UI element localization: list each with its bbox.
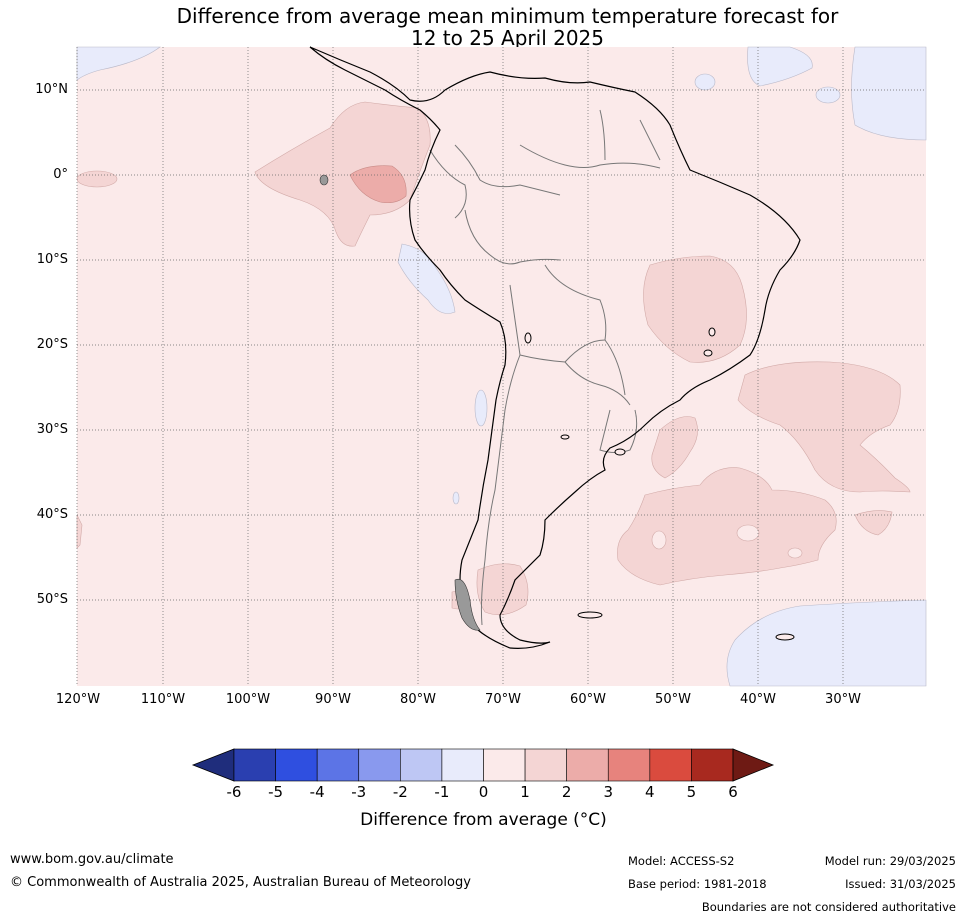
copyright-text: © Commonwealth of Australia 2025, Austra… — [10, 875, 471, 890]
colorbar-cell — [607, 748, 651, 782]
colorbar-tick-label: 3 — [603, 783, 614, 801]
lon-label: 90°W — [315, 692, 351, 707]
lon-label: 60°W — [570, 692, 606, 707]
lon-label: 110°W — [140, 692, 186, 707]
lon-label: 80°W — [400, 692, 436, 707]
colorbar-tick-label: -3 — [351, 783, 367, 801]
coastline — [309, 46, 801, 649]
graticule — [76, 47, 926, 686]
colorbar-cell — [316, 748, 360, 782]
map-title-line1: Difference from average mean minimum tem… — [176, 4, 839, 28]
colorbar-cell — [483, 748, 526, 782]
colorbar-tick-label: 0 — [478, 783, 489, 801]
lat-label: 10°S — [36, 252, 68, 267]
colorbar-tick-label: 6 — [728, 783, 738, 801]
lakes-islands — [524, 327, 795, 641]
colorbar-cell — [275, 748, 318, 782]
colorbar-tick-label: 1 — [520, 783, 530, 801]
country-borders — [429, 109, 661, 626]
model-text: Model: ACCESS-S2 — [628, 854, 735, 868]
colorbar-tick-label: 2 — [561, 783, 572, 801]
warm-anomaly-areas — [76, 101, 911, 616]
lat-label: 20°S — [36, 337, 68, 352]
colorbar-cell — [524, 748, 567, 782]
neutral-holes — [651, 524, 803, 559]
colorbar-tick-label: -6 — [226, 783, 242, 801]
colorbar-tick-label: 5 — [686, 783, 697, 801]
colorbar-max-extension — [732, 748, 775, 782]
colorbar-cell — [441, 748, 484, 782]
colorbar — [191, 748, 775, 782]
patagonia-islands — [319, 174, 481, 631]
map-title-line2: 12 to 25 April 2025 — [410, 26, 605, 50]
colorbar-cell — [691, 748, 734, 782]
colorbar-tick-label: -5 — [268, 783, 284, 801]
colorbar-tick-label: -1 — [434, 783, 450, 801]
lat-label: 10°N — [35, 82, 68, 97]
colorbar-cell — [233, 748, 276, 782]
issued-text: Issued: 31/03/2025 — [845, 877, 956, 891]
lon-label: 40°W — [740, 692, 776, 707]
colorbar-cell — [400, 748, 443, 782]
lat-label: 40°S — [36, 507, 68, 522]
colorbar-tick-label: -4 — [309, 783, 325, 801]
lat-label: 0° — [53, 167, 68, 182]
lon-label: 30°W — [825, 692, 861, 707]
disclaimer-text: Boundaries are not considered authoritat… — [701, 900, 956, 914]
website-link[interactable]: www.bom.gov.au/climate — [10, 852, 174, 867]
lon-label: 70°W — [485, 692, 521, 707]
lat-label: 50°S — [36, 592, 68, 607]
colorbar-tick-label: -2 — [392, 783, 408, 801]
colorbar-tick-label: 4 — [645, 783, 655, 801]
model-run-text: Model run: 29/03/2025 — [824, 854, 956, 868]
lon-label: 50°W — [655, 692, 691, 707]
colorbar-min-extension — [191, 748, 235, 782]
colorbar-cell — [566, 748, 609, 782]
base-period-text: Base period: 1981-2018 — [628, 877, 767, 891]
colorbar-cell — [358, 748, 401, 782]
colorbar-cell — [649, 748, 692, 782]
lon-label: 120°W — [55, 692, 101, 707]
lon-label: 100°W — [225, 692, 271, 707]
cool-anomaly-areas — [76, 46, 927, 687]
lat-label: 30°S — [36, 422, 68, 437]
colorbar-title: Difference from average (°C) — [360, 810, 607, 830]
